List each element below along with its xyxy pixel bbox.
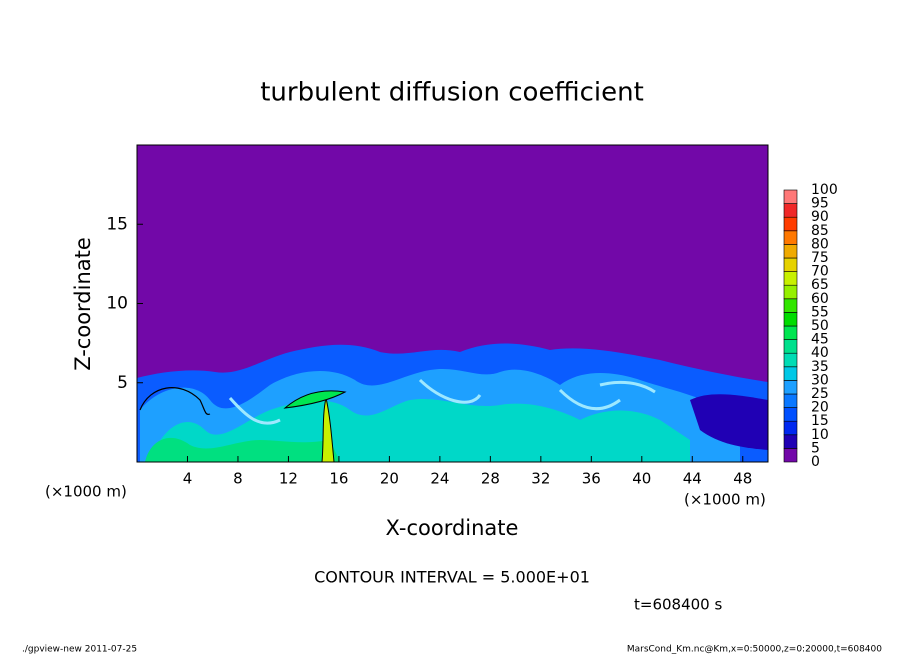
x-tick-label: 16	[329, 470, 348, 488]
colorbar-label: 15	[811, 413, 829, 429]
colorbar-label: 90	[811, 209, 829, 225]
x-tick-label: 36	[582, 470, 601, 488]
colorbar-label: 50	[811, 318, 829, 334]
colorbar-cell	[783, 448, 798, 463]
colorbar-label: 60	[811, 291, 829, 307]
colorbar-cell	[783, 434, 798, 449]
colorbar-label: 20	[811, 400, 829, 416]
field-layer	[690, 394, 768, 450]
colorbar-label: 30	[811, 372, 829, 388]
colorbar-cell	[783, 189, 798, 204]
x-tick-label: 48	[733, 470, 752, 488]
colorbar-cell	[783, 312, 798, 327]
colorbar-label: 65	[811, 277, 829, 293]
colorbar-cell	[783, 298, 798, 313]
colorbar-cell	[783, 407, 798, 422]
colorbar-cell	[783, 244, 798, 259]
colorbar-label: 35	[811, 359, 829, 375]
field-contour	[139, 387, 211, 415]
colorbar-cell	[783, 325, 798, 340]
colorbar-label: 100	[811, 182, 838, 198]
field-swirl	[228, 378, 656, 425]
x-tick-label: 20	[380, 470, 399, 488]
colorbar-label: 10	[811, 427, 829, 443]
chart-title: turbulent diffusion coefficient	[260, 78, 644, 108]
colorbar-label: 25	[811, 386, 829, 402]
x-tick-label: 12	[279, 470, 298, 488]
colorbar-label: 45	[811, 332, 829, 348]
field	[137, 145, 768, 462]
colorbar-cell	[783, 203, 798, 218]
x-tick-label: 44	[683, 470, 702, 488]
colorbar-cell	[783, 420, 798, 436]
x-tick-label: 40	[632, 470, 651, 488]
x-axis-title: X-coordinate	[386, 516, 519, 540]
colorbar-cell	[783, 230, 798, 245]
colorbar-label: 80	[811, 236, 829, 252]
colorbar-label: 0	[811, 454, 820, 470]
colorbar-cell	[783, 380, 798, 395]
x-tick-label: 8	[233, 470, 243, 488]
colorbar-cell	[783, 216, 798, 232]
field-layer	[145, 437, 340, 462]
colorbar-label: 95	[811, 196, 829, 212]
colorbar-cell	[783, 339, 798, 354]
colorbar-cell	[783, 393, 798, 408]
colorbar-cell	[783, 271, 798, 286]
colorbar-cell	[783, 352, 798, 368]
colorbar-cell	[783, 257, 798, 272]
x-tick-label: 32	[531, 470, 550, 488]
colorbar-cell	[783, 366, 798, 381]
colorbar-cell	[783, 284, 798, 300]
x-tick-label: 4	[183, 470, 193, 488]
y-tick-label: 10	[106, 294, 128, 314]
contour-note: CONTOUR INTERVAL = 5.000E+01	[314, 568, 590, 587]
y-axis-title: Z-coordinate	[71, 237, 95, 371]
colorbar-label: 70	[811, 264, 829, 280]
y-tick-label: 5	[117, 373, 128, 393]
x-unit-label: (×1000 m)	[45, 483, 127, 501]
x-tick-label: 24	[430, 470, 449, 488]
field-contour	[283, 390, 347, 409]
y-tick-label: 15	[106, 214, 128, 234]
colorbar-label: 85	[811, 223, 829, 239]
footer-left: ./gpview-new 2011-07-25	[22, 645, 137, 655]
colorbar-label: 75	[811, 250, 829, 266]
x-unit-label: (×1000 m)	[684, 491, 766, 509]
colorbar-label: 40	[811, 345, 829, 361]
colorbar-label: 55	[811, 304, 829, 320]
x-tick-label: 28	[481, 470, 500, 488]
footer-right: MarsCond_Km.nc@Km,x=0:50000,z=0:20000,t=…	[627, 645, 882, 655]
colorbar-label: 5	[811, 440, 820, 456]
time-label: t=608400 s	[634, 596, 722, 614]
